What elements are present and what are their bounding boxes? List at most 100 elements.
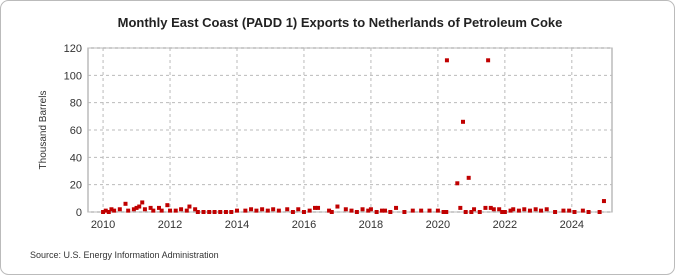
point bbox=[156, 205, 161, 210]
chart-title: Monthly East Coast (PADD 1) Exports to N… bbox=[118, 15, 563, 30]
point bbox=[410, 208, 415, 213]
y-tick-label: 20 bbox=[70, 180, 82, 192]
y-tick-label: 60 bbox=[70, 125, 82, 137]
point bbox=[173, 208, 178, 213]
point bbox=[466, 175, 471, 180]
point bbox=[419, 208, 424, 213]
point bbox=[117, 207, 122, 212]
point bbox=[477, 210, 482, 214]
point bbox=[229, 210, 234, 214]
y-tick-label: 0 bbox=[76, 207, 82, 219]
point bbox=[463, 210, 468, 214]
point bbox=[148, 205, 153, 210]
point bbox=[539, 208, 544, 213]
point bbox=[508, 208, 513, 213]
point bbox=[296, 207, 301, 212]
point bbox=[427, 208, 432, 213]
point bbox=[207, 210, 212, 214]
point bbox=[544, 207, 549, 212]
x-tick-label: 2014 bbox=[225, 219, 249, 231]
point bbox=[586, 210, 591, 214]
point bbox=[329, 210, 334, 214]
point bbox=[343, 207, 348, 212]
point bbox=[533, 207, 538, 212]
point bbox=[561, 208, 566, 213]
point bbox=[131, 207, 136, 212]
point bbox=[103, 208, 108, 213]
point bbox=[271, 207, 276, 212]
point bbox=[461, 119, 466, 124]
point bbox=[335, 204, 340, 209]
plot-area bbox=[87, 47, 613, 213]
point bbox=[290, 210, 295, 214]
point bbox=[444, 58, 449, 63]
point bbox=[184, 208, 189, 213]
point bbox=[313, 205, 318, 210]
point bbox=[165, 203, 170, 208]
point bbox=[212, 210, 217, 214]
point bbox=[483, 205, 488, 210]
point bbox=[151, 208, 156, 213]
point bbox=[388, 210, 393, 214]
point bbox=[567, 208, 572, 213]
y-tick-label: 120 bbox=[64, 43, 82, 55]
point bbox=[458, 205, 463, 210]
point bbox=[502, 210, 507, 214]
point bbox=[234, 208, 239, 213]
x-tick-label: 2022 bbox=[493, 219, 517, 231]
x-tick-label: 2016 bbox=[292, 219, 316, 231]
point bbox=[101, 210, 106, 214]
y-tick-label: 40 bbox=[70, 152, 82, 164]
x-tick-label: 2024 bbox=[560, 219, 584, 231]
point bbox=[134, 205, 139, 210]
point bbox=[553, 210, 558, 214]
point bbox=[223, 210, 228, 214]
point bbox=[491, 207, 496, 212]
point bbox=[218, 210, 223, 214]
point bbox=[572, 210, 577, 214]
point bbox=[455, 181, 460, 186]
point bbox=[106, 210, 111, 214]
point bbox=[201, 210, 206, 214]
point bbox=[402, 210, 407, 214]
point bbox=[374, 210, 379, 214]
point bbox=[500, 210, 505, 214]
point bbox=[394, 205, 399, 210]
point bbox=[123, 201, 128, 206]
point bbox=[179, 207, 184, 212]
point bbox=[497, 207, 502, 212]
y-tick-label: 100 bbox=[64, 70, 82, 82]
point bbox=[469, 210, 474, 214]
point bbox=[301, 210, 306, 214]
source: Source: U.S. Energy Information Administ… bbox=[30, 250, 219, 260]
point bbox=[126, 208, 131, 213]
point bbox=[382, 208, 387, 213]
point bbox=[316, 205, 321, 210]
point bbox=[366, 208, 371, 213]
point bbox=[137, 204, 142, 209]
point bbox=[580, 208, 585, 213]
x-tick-label: 2020 bbox=[426, 219, 450, 231]
point bbox=[327, 208, 332, 213]
point bbox=[195, 210, 200, 214]
point bbox=[435, 208, 440, 213]
point bbox=[522, 207, 527, 212]
point bbox=[368, 207, 373, 212]
point bbox=[243, 208, 248, 213]
point bbox=[276, 208, 281, 213]
point bbox=[601, 199, 606, 204]
y-tick-label: 80 bbox=[70, 98, 82, 110]
point bbox=[140, 200, 145, 205]
point bbox=[516, 208, 521, 213]
y-axis-label: Thousand Barrels bbox=[38, 91, 49, 170]
point bbox=[511, 207, 516, 212]
point bbox=[193, 207, 198, 212]
point bbox=[168, 208, 173, 213]
point bbox=[360, 207, 365, 212]
point bbox=[486, 58, 491, 63]
point bbox=[472, 207, 477, 212]
point bbox=[444, 210, 449, 214]
point bbox=[441, 210, 446, 214]
point bbox=[307, 208, 312, 213]
